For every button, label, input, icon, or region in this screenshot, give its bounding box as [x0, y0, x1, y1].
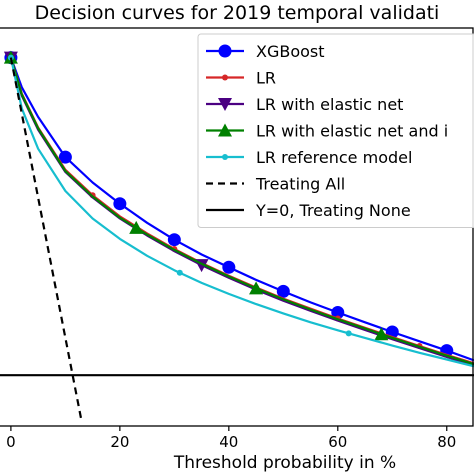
legend-label-3: LR with elastic net and i	[256, 122, 448, 141]
series-5	[9, 57, 83, 423]
series-5-line	[9, 57, 83, 423]
legend-entry-0: XGBoost	[206, 42, 325, 61]
series-0-marker-2	[113, 197, 127, 211]
series-3-marker-1	[129, 220, 144, 234]
series-4-marker-1	[176, 269, 183, 276]
chart-title: Decision curves for 2019 temporal valida…	[35, 2, 440, 24]
legend-entry-1: LR	[206, 69, 276, 88]
series-4-marker-2	[345, 330, 352, 337]
series-0-marker-1	[58, 150, 72, 164]
legend: XGBoost LR LR with elastic net LR with elas…	[197, 33, 474, 228]
series-0-marker-6	[331, 306, 345, 320]
legend-box	[197, 33, 474, 228]
legend-label-0: XGBoost	[256, 42, 325, 61]
legend-marker-0	[218, 44, 232, 58]
legend-marker-2	[218, 98, 232, 111]
legend-marker-3	[218, 123, 232, 137]
series-4-line	[9, 57, 474, 368]
legend-label-5: Treating All	[255, 175, 345, 194]
plot-content	[0, 50, 474, 423]
legend-entry-6: Y=0, Treating None	[206, 201, 411, 220]
x-tick-label-3: 60	[328, 433, 347, 451]
series-0-marker-4	[222, 260, 236, 274]
series-3-marker-2	[249, 281, 264, 295]
series-0-marker-3	[167, 233, 181, 247]
legend-label-4: LR reference model	[256, 148, 412, 167]
legend-label-6: Y=0, Treating None	[255, 201, 411, 220]
series-4	[7, 54, 474, 368]
x-axis-ticks: 0 20 40 60 80	[6, 426, 456, 451]
x-tick-label-4: 80	[437, 433, 456, 451]
series-3	[3, 50, 474, 366]
x-axis-label: Threshold probability in %	[173, 453, 396, 473]
x-tick-label-0: 0	[6, 433, 16, 451]
series-0-marker-5	[276, 284, 290, 298]
legend-entry-5: Treating All	[206, 175, 345, 194]
legend-label-1: LR	[256, 69, 276, 88]
legend-marker-1	[222, 74, 228, 81]
legend-entry-4: LR reference model	[206, 148, 412, 167]
legend-marker-4	[222, 154, 228, 160]
series-3-marker-3	[374, 327, 389, 341]
legend-label-2: LR with elastic net	[256, 95, 403, 114]
legend-entry-2: LR with elastic net	[206, 95, 403, 114]
x-tick-label-1: 20	[110, 433, 129, 451]
series-3-line	[9, 57, 474, 366]
legend-entry-3: LR with elastic net and i	[206, 122, 448, 141]
x-tick-label-2: 40	[219, 433, 238, 451]
